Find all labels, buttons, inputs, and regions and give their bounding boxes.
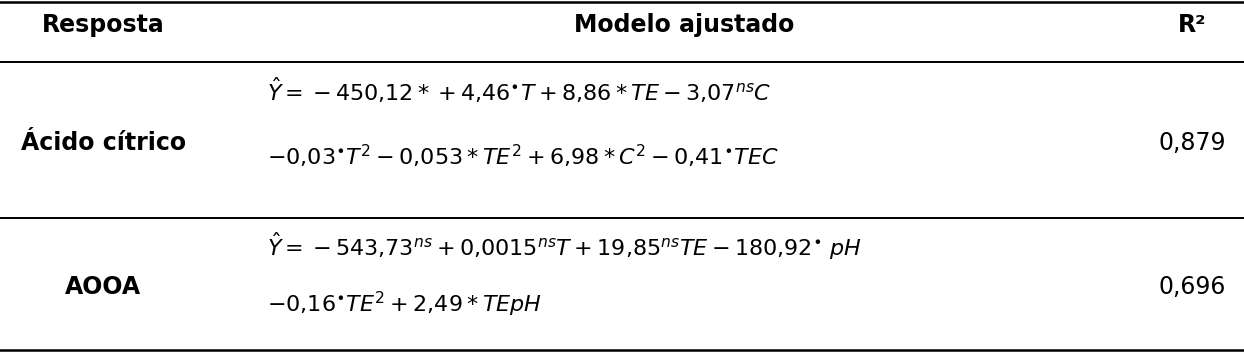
Text: Resposta: Resposta — [42, 13, 164, 37]
Text: 0,696: 0,696 — [1158, 275, 1225, 299]
Text: $-0{,}16^{\bullet}TE^{2}+2{,}49*TEpH$: $-0{,}16^{\bullet}TE^{2}+2{,}49*TEpH$ — [267, 290, 542, 319]
Text: Ácido cítrico: Ácido cítrico — [21, 131, 185, 155]
Text: $\hat{Y} = -543{,}73^{ns}+0{,}0015^{ns}T+19{,}85^{ns}TE-180{,}92^{\bullet}\ pH$: $\hat{Y} = -543{,}73^{ns}+0{,}0015^{ns}T… — [267, 231, 862, 262]
Text: $\hat{Y} = -450{,}12*+4{,}46^{\bullet}T+8{,}86*TE-3{,}07^{ns}C$: $\hat{Y} = -450{,}12*+4{,}46^{\bullet}T+… — [267, 75, 771, 105]
Text: Modelo ajustado: Modelo ajustado — [573, 13, 795, 37]
Text: 0,879: 0,879 — [1158, 131, 1225, 155]
Text: $-0{,}03^{\bullet}T^{2}-0{,}053*TE^{2}+6{,}98*C^{2}-0{,}41^{\bullet}TEC$: $-0{,}03^{\bullet}T^{2}-0{,}053*TE^{2}+6… — [267, 143, 779, 170]
Text: AOOA: AOOA — [65, 275, 142, 299]
Text: R²: R² — [1178, 13, 1205, 37]
